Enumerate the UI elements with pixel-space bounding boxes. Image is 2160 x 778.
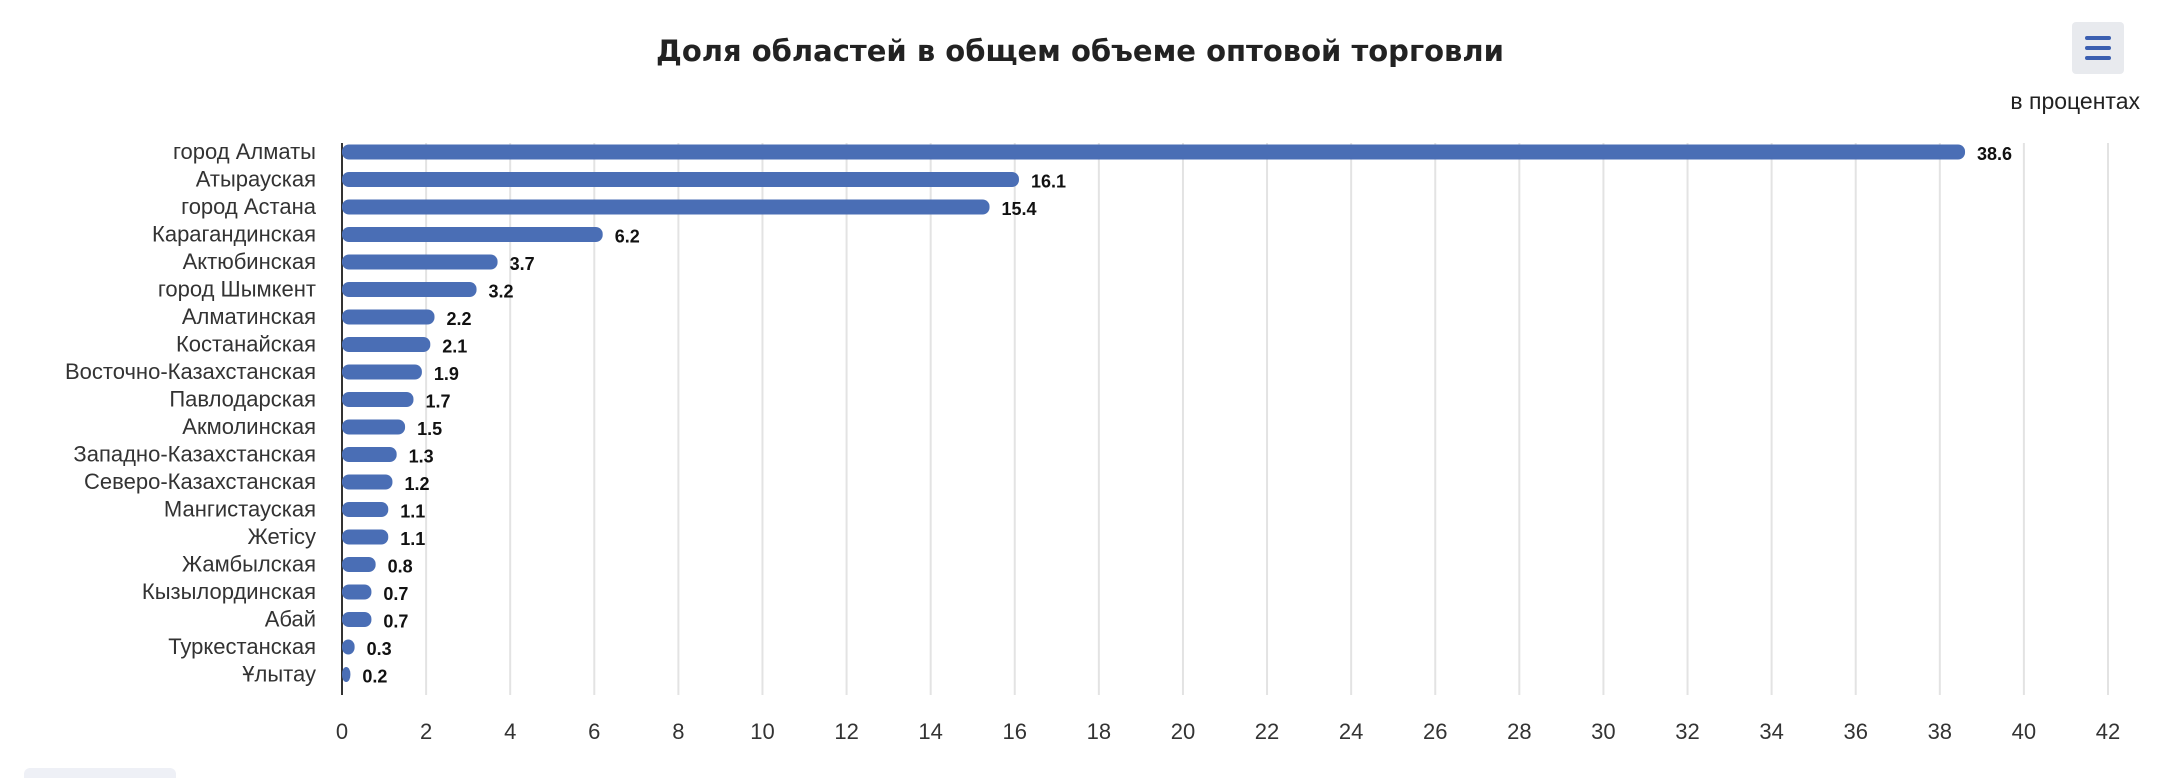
category-label: Акмолинская [182, 414, 316, 439]
category-label: Жетісу [247, 524, 316, 549]
chart-menu-button[interactable] [2072, 22, 2124, 74]
data-label: 38.6 [1977, 144, 2012, 164]
data-label: 0.3 [367, 639, 392, 659]
category-label: Северо-Казахстанская [84, 469, 316, 494]
bar[interactable] [342, 254, 498, 270]
data-label: 1.7 [425, 392, 450, 412]
data-label: 1.3 [409, 447, 434, 467]
category-label: Кызылординская [142, 579, 316, 604]
bar[interactable] [342, 667, 351, 682]
units-subtitle: в процентах [2010, 88, 2140, 114]
data-label: 3.2 [489, 282, 514, 302]
category-label: Ұлытау [242, 662, 316, 687]
data-label: 0.2 [362, 667, 387, 687]
chart-title: Доля областей в общем объеме оптовой тор… [656, 34, 1504, 68]
grid-lines [341, 143, 2109, 695]
data-label: 6.2 [615, 227, 640, 247]
x-tick-label: 10 [750, 719, 774, 744]
data-label: 2.2 [447, 309, 472, 329]
bar[interactable] [342, 612, 372, 627]
bar[interactable] [342, 584, 372, 600]
bar[interactable] [342, 309, 435, 325]
category-label: Жамбылская [182, 552, 316, 577]
bar[interactable] [342, 199, 990, 215]
x-tick-label: 34 [1759, 719, 1783, 744]
x-tick-label: 4 [504, 719, 516, 744]
bar[interactable] [342, 337, 431, 352]
data-label: 16.1 [1031, 172, 1066, 192]
bar[interactable] [342, 419, 406, 435]
x-tick-label: 32 [1675, 719, 1699, 744]
data-label: 1.5 [417, 419, 442, 439]
x-tick-label: 40 [2012, 719, 2036, 744]
data-label: 1.1 [400, 502, 425, 522]
data-label: 1.9 [434, 364, 459, 384]
x-tick-label: 18 [1087, 719, 1111, 744]
hamburger-menu-icon-bar [2085, 56, 2111, 60]
bar[interactable] [342, 502, 389, 517]
category-label: Мангистауская [164, 497, 316, 522]
category-label: Костанайская [176, 332, 316, 357]
x-tick-label: 38 [1928, 719, 1952, 744]
data-label: 0.8 [388, 557, 413, 577]
x-tick-label: 22 [1255, 719, 1279, 744]
x-tick-label: 16 [1003, 719, 1027, 744]
bar[interactable] [342, 227, 603, 242]
x-tick-label: 12 [834, 719, 858, 744]
category-label: город Астана [181, 194, 317, 219]
category-label: Атырауская [196, 167, 316, 192]
data-label: 15.4 [1002, 199, 1037, 219]
bar[interactable] [342, 364, 422, 380]
bar[interactable] [342, 172, 1019, 187]
x-tick-label: 28 [1507, 719, 1531, 744]
x-tick-label: 14 [918, 719, 942, 744]
bar[interactable] [342, 557, 376, 572]
data-label: 0.7 [383, 612, 408, 632]
data-label: 2.1 [442, 337, 467, 357]
hamburger-menu-icon-bar [2085, 46, 2111, 50]
category-label: Абай [265, 607, 316, 632]
x-tick-label: 0 [336, 719, 348, 744]
x-tick-label: 36 [1843, 719, 1867, 744]
bar[interactable] [342, 144, 1966, 160]
data-label: 1.2 [404, 474, 429, 494]
category-label: Павлодарская [169, 387, 316, 412]
category-label: Восточно-Казахстанская [65, 359, 316, 384]
data-label: 0.7 [383, 584, 408, 604]
category-label: Алматинская [182, 304, 316, 329]
x-tick-label: 24 [1339, 719, 1363, 744]
bar[interactable] [342, 529, 389, 545]
bar[interactable] [342, 447, 397, 462]
bar[interactable] [342, 392, 414, 407]
data-label: 1.1 [400, 529, 425, 549]
x-tick-label: 42 [2096, 719, 2120, 744]
category-label: Туркестанская [168, 634, 316, 659]
scroll-indicator [24, 768, 176, 778]
hamburger-menu-icon [2085, 36, 2111, 40]
x-tick-label: 6 [588, 719, 600, 744]
category-label: город Алматы [173, 139, 316, 164]
category-label: Западно-Казахстанская [73, 442, 316, 467]
category-label: Карагандинская [152, 222, 316, 247]
x-tick-label: 2 [420, 719, 432, 744]
data-label: 3.7 [510, 254, 535, 274]
x-axis-ticks: 0 2 4 6 8 10 12 14 16 18 20 22 24 26 28 30 32 34 36 38 40 42 [336, 719, 2120, 744]
bar[interactable] [342, 639, 355, 655]
x-tick-label: 30 [1591, 719, 1615, 744]
bars: 38.6 16.1 15.4 6.2 3.7 3.2 2.2 2.1 1.9 1.7 1.5 1.3 1… [342, 144, 2012, 687]
x-tick-label: 20 [1171, 719, 1195, 744]
bar[interactable] [342, 474, 393, 490]
x-tick-label: 26 [1423, 719, 1447, 744]
bar[interactable] [342, 282, 477, 297]
category-label: город Шымкент [158, 277, 316, 302]
x-tick-label: 8 [672, 719, 684, 744]
category-label: Актюбинская [183, 249, 316, 274]
